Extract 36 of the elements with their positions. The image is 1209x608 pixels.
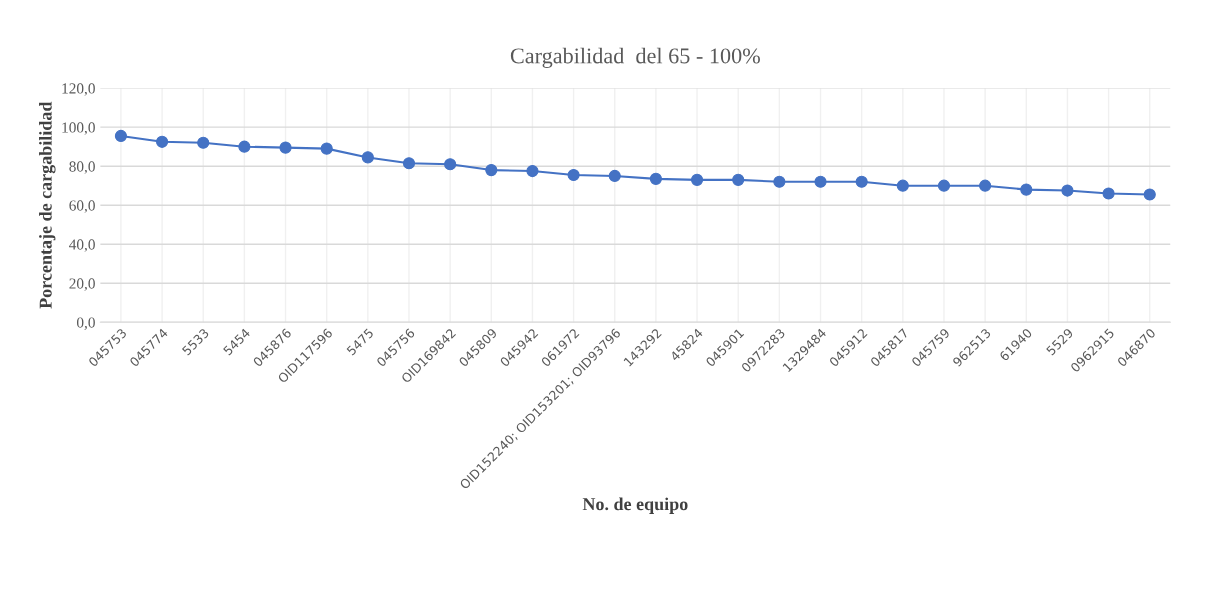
point [156,135,169,148]
y-tick-label: 120,0 [62,83,95,96]
point [608,169,621,183]
point [485,164,498,177]
y-tick-label: 0,0 [76,317,95,330]
point [197,136,210,149]
point [773,175,786,188]
point [444,158,457,171]
point [937,179,951,192]
point [238,140,251,153]
y-tick-label: 80,0 [69,161,95,174]
point [649,172,662,185]
point [320,142,333,155]
y-tick-label: 60,0 [69,200,95,213]
point [114,129,127,143]
point [690,173,704,186]
point [1020,183,1033,196]
y-tick-label: 20,0 [69,278,95,291]
point [279,141,292,154]
point [814,175,827,188]
chart-title: Cargabilidad del 65 - 100% [510,47,760,68]
point [1143,188,1156,201]
point [1102,187,1115,200]
y-tick-label: 40,0 [69,239,95,252]
point [402,157,416,170]
point [979,179,992,192]
point [732,173,745,186]
y-tick-label: 100,0 [62,122,95,135]
y-axis-title: Porcentaje de cargabilidad [39,101,56,309]
point [855,175,868,188]
point [526,164,539,178]
point [896,179,909,192]
point [567,168,580,182]
point [1061,184,1074,197]
x-axis-title: No. de equipo [582,497,688,514]
point [361,151,374,164]
